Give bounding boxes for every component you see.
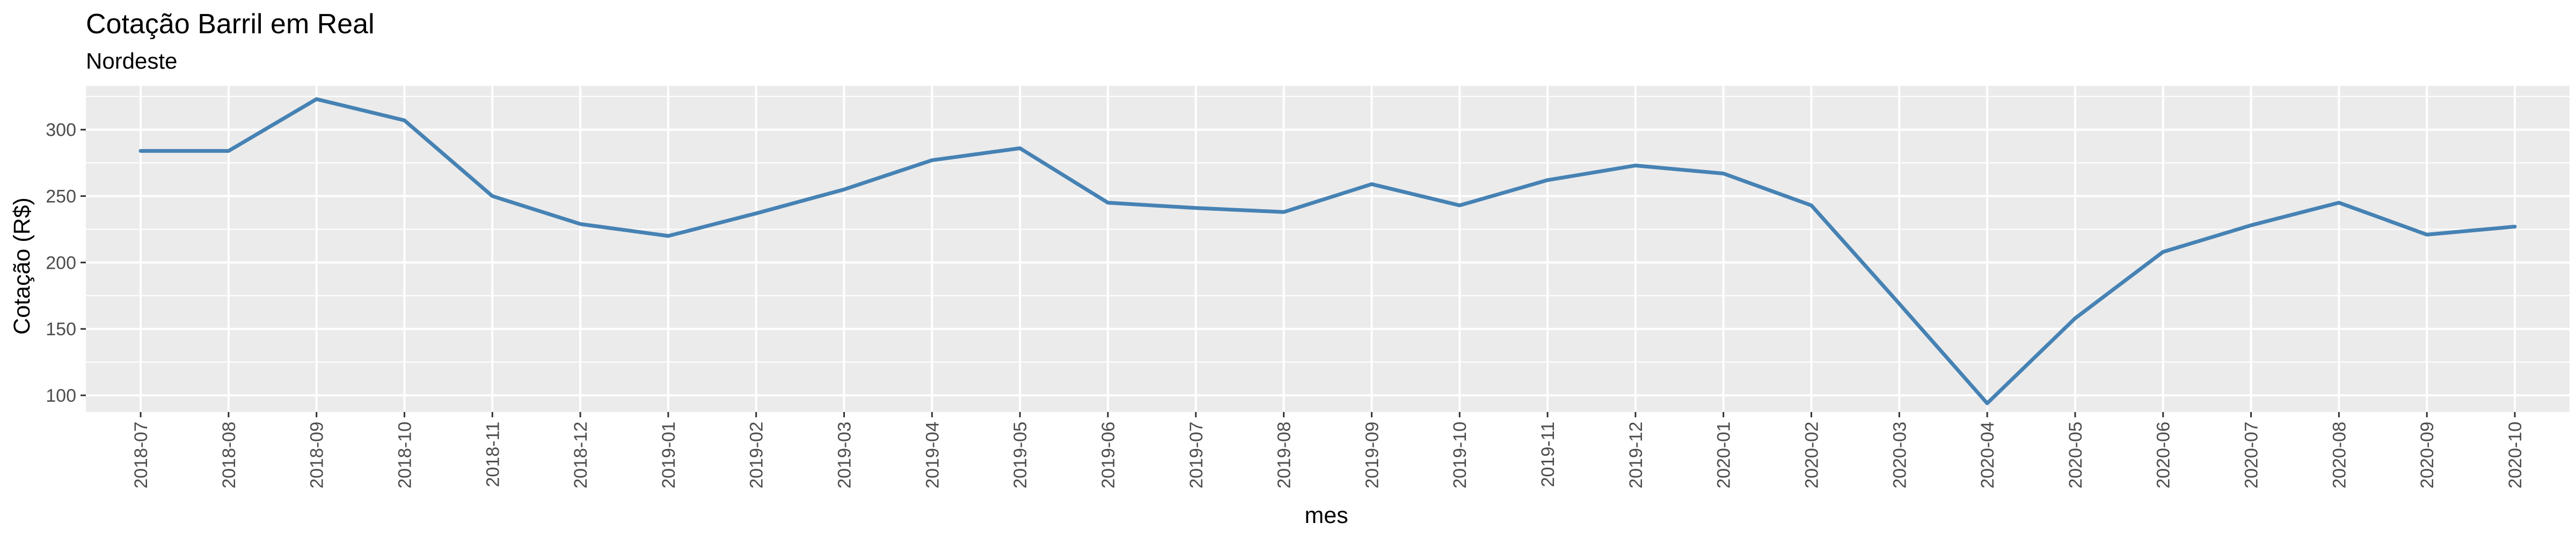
chart-title: Cotação Barril em Real (86, 9, 375, 40)
major-gridlines (86, 86, 2570, 412)
x-tick-label: 2018-09 (307, 422, 327, 489)
x-tick-label: 2020-02 (1801, 422, 1822, 489)
minor-gridlines (86, 95, 2570, 363)
plot-panel (86, 86, 2570, 412)
series-layer (138, 97, 2517, 406)
x-tick-label: 2019-03 (835, 422, 855, 489)
y-axis: 100 150 200 250 300 (46, 120, 86, 406)
x-tick-label: 2019-08 (1274, 422, 1295, 489)
x-tick-label: 2019-01 (659, 422, 679, 489)
x-tick-label: 2019-02 (747, 422, 767, 489)
x-tick-label: 2018-11 (483, 422, 503, 487)
x-tick-label: 2020-08 (2329, 422, 2349, 489)
x-tick-label: 2018-12 (571, 422, 591, 489)
x-tick-label: 2020-05 (2066, 422, 2086, 489)
x-tick-label: 2019-11 (1538, 422, 1558, 487)
x-tick-label: 2019-06 (1098, 422, 1119, 489)
x-axis-title: mes (1304, 503, 1348, 528)
x-tick-label: 2019-09 (1362, 422, 1382, 489)
y-tick-label: 150 (46, 319, 76, 340)
x-tick-label: 2020-04 (1977, 422, 1998, 489)
x-tick-label: 2020-07 (2242, 422, 2262, 489)
x-tick-label: 2020-03 (1889, 422, 1910, 489)
x-tick-label: 2018-07 (131, 422, 151, 489)
x-tick-label: 2019-05 (1010, 422, 1031, 489)
chart-subtitle: Nordeste (86, 48, 177, 73)
x-tick-label: 2020-06 (2154, 422, 2174, 489)
x-tick-label: 2020-09 (2417, 422, 2438, 489)
x-axis: 2018-07 2018-08 2018-09 2018-10 2018-11 2018-… (131, 412, 2526, 489)
x-tick-label: 2019-10 (1450, 422, 1470, 489)
y-tick-label: 100 (46, 386, 76, 406)
x-tick-label: 2018-10 (395, 422, 415, 489)
x-tick-label: 2020-01 (1714, 422, 1734, 489)
series-line (138, 97, 2517, 406)
x-tick-label: 2019-12 (1626, 422, 1646, 489)
y-tick-label: 250 (46, 187, 76, 207)
x-tick-label: 2019-04 (922, 422, 943, 489)
x-tick-label: 2018-08 (219, 422, 239, 489)
y-tick-label: 300 (46, 120, 76, 141)
x-tick-label: 2020-10 (2505, 422, 2526, 489)
x-tick-label: 2019-07 (1186, 422, 1207, 489)
y-tick-label: 200 (46, 253, 76, 273)
y-axis-title: Cotação (R$) (9, 197, 35, 335)
